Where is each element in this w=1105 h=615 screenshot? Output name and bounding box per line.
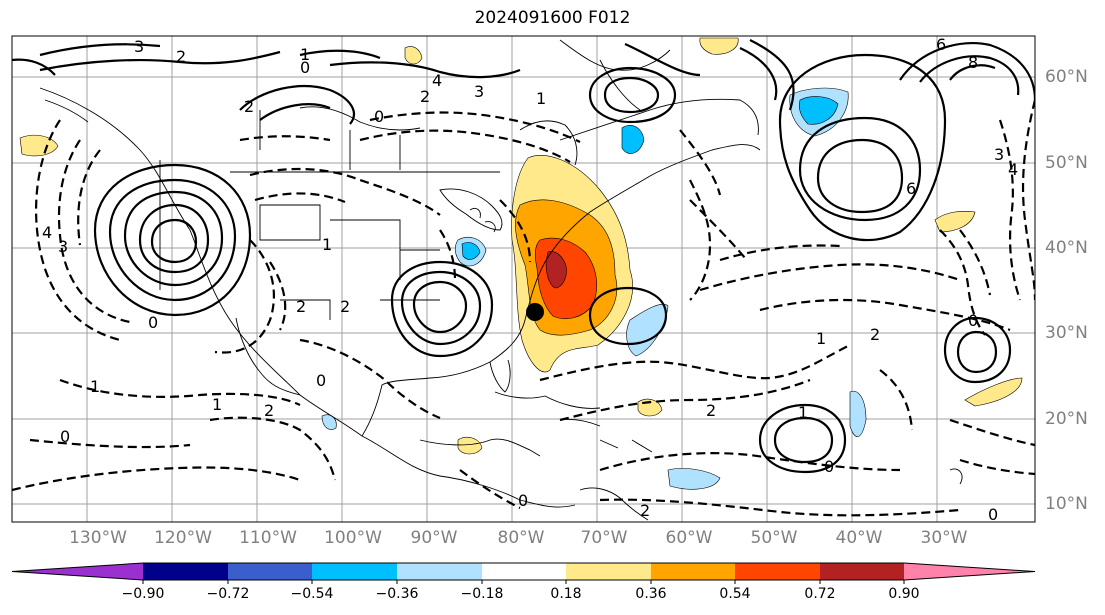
contour-label: 6 <box>936 35 946 54</box>
lon-label: 120°W <box>154 528 212 548</box>
contour-label-group: 3 2 1 0 4 3 2 1 0 2 6 8 6 4 3 4 3 2 1 0 … <box>42 35 1018 524</box>
shade-yellow-alaska <box>19 134 59 157</box>
contour-label: 0 <box>988 505 998 524</box>
contour-label: 2 <box>264 401 274 420</box>
colorbar-tick-label: −0.18 <box>460 586 504 602</box>
contours-solid <box>12 39 1035 474</box>
contour-label: 2 <box>244 97 254 116</box>
contour-label: 2 <box>420 87 430 106</box>
lon-label: 30°W <box>920 528 968 548</box>
contour-label: 1 <box>816 329 826 348</box>
colorbar <box>11 562 1036 584</box>
contour-label: 0 <box>518 491 528 510</box>
colorbar-segment <box>312 563 397 580</box>
lon-label: 70°W <box>580 528 628 548</box>
map-title: 2024091600 F012 <box>474 8 631 28</box>
colorbar-tick-label: −0.72 <box>206 586 250 602</box>
contour-label: 1 <box>322 235 332 254</box>
colorbar-segment <box>228 563 312 580</box>
colorbar-segment <box>566 563 651 580</box>
colorbar-tick-label: −0.36 <box>375 586 419 602</box>
colorbar-segment <box>12 563 143 580</box>
lon-label: 40°W <box>835 528 883 548</box>
shade-yellow-labrador <box>699 37 739 55</box>
lat-label: 50°N <box>1045 153 1088 173</box>
shade-blue-labrador <box>621 125 645 154</box>
contour-label: 3 <box>994 145 1004 164</box>
colorbar-tick-label: 0.36 <box>635 586 667 602</box>
map-border <box>11 35 1036 523</box>
contour-label: 2 <box>176 47 186 66</box>
contour-label: 0 <box>60 427 70 446</box>
contour-label: 3 <box>474 82 484 101</box>
colorbar-segment <box>143 563 228 580</box>
contour-label: 6 <box>906 179 916 198</box>
lat-label: 30°N <box>1045 323 1088 343</box>
colorbar-segment <box>397 563 482 580</box>
contour-label: 2 <box>706 401 716 420</box>
colorbar-segment <box>820 563 904 580</box>
contour-label: 1 <box>300 45 310 64</box>
lon-label: 90°W <box>410 528 458 548</box>
colorbar-segment <box>735 563 820 580</box>
colorbar-tick-label: 0.54 <box>719 586 751 602</box>
contour-label: 0 <box>316 371 326 390</box>
contour-label: 4 <box>432 71 442 90</box>
lon-label: 100°W <box>324 528 382 548</box>
lat-label: 60°N <box>1045 67 1088 87</box>
lat-label: 20°N <box>1045 409 1088 429</box>
shade-blue-midatl <box>849 390 867 437</box>
lon-label: 130°W <box>69 528 127 548</box>
lat-label: 10°N <box>1045 494 1088 514</box>
contour-label: 0 <box>824 457 834 476</box>
shade-blue-caribbean <box>667 468 721 490</box>
shade-yellow-gulf <box>457 436 483 455</box>
contour-label: 3 <box>134 37 144 56</box>
contour-label: 3 <box>58 237 68 256</box>
contour-label: 2 <box>640 501 650 520</box>
contour-label: 4 <box>1008 160 1018 179</box>
contour-label: 1 <box>798 403 808 422</box>
colorbar-tick-label: 0.90 <box>888 586 920 602</box>
shade-deepblue-northatl <box>798 96 839 125</box>
colorbar-tick-label: −0.54 <box>290 586 334 602</box>
shade-yellow-canada <box>404 46 423 65</box>
shade-yellow-azores <box>964 377 1023 407</box>
contour-label: 2 <box>340 297 350 316</box>
lon-label: 110°W <box>239 528 297 548</box>
contour-label: 0 <box>148 313 158 332</box>
contour-label: 0 <box>968 311 978 330</box>
shade-yellow-ne-atl <box>934 210 976 233</box>
lon-label: 60°W <box>665 528 713 548</box>
colorbar-tick-label: 0.72 <box>804 586 836 602</box>
contour-label: 0 <box>374 107 384 126</box>
colorbar-tick-label: −0.90 <box>121 586 165 602</box>
contour-label: 1 <box>212 395 222 414</box>
colorbar-segment <box>651 563 735 580</box>
contour-label: 2 <box>870 325 880 344</box>
colorbar-tick-label: 0.18 <box>550 586 582 602</box>
shade-deepblue-greatlakes <box>461 242 481 260</box>
lon-label: 50°W <box>750 528 798 548</box>
contour-label: 1 <box>536 89 546 108</box>
contour-label: 2 <box>296 297 306 316</box>
shade-darkred-core <box>545 251 567 289</box>
lon-label: 80°W <box>497 528 545 548</box>
contour-label: 4 <box>42 223 52 242</box>
contour-label: 8 <box>968 53 978 72</box>
colorbar-segment <box>482 563 566 580</box>
lat-label: 40°N <box>1045 238 1088 258</box>
contour-label: 1 <box>90 377 100 396</box>
contours-dashed <box>12 99 1035 517</box>
shade-blue-mexico <box>321 414 337 430</box>
colorbar-segment <box>904 563 1035 580</box>
storm-marker <box>526 303 544 321</box>
contour-label: 0 <box>300 58 310 77</box>
